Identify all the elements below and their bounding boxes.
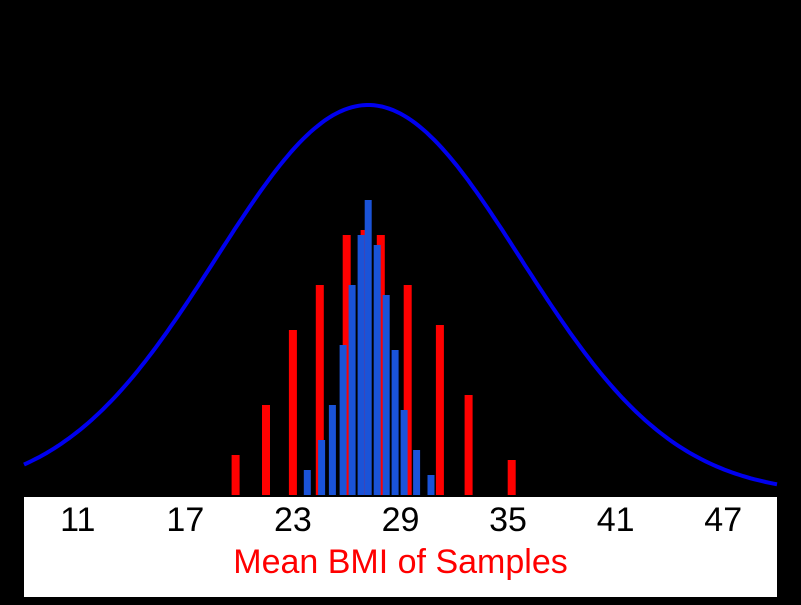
n10-bars-bar xyxy=(508,460,516,495)
n10-bars-bar xyxy=(436,325,444,495)
x-tick-label: 41 xyxy=(597,501,635,540)
sampling-distribution-chart: 11 17 23 29 35 41 47 Mean BMI of Samples xyxy=(0,0,801,605)
n50-bars-bar xyxy=(374,245,381,495)
population-curve xyxy=(24,105,777,484)
n10-bars-bar xyxy=(465,395,473,495)
x-tick-label: 35 xyxy=(489,501,527,540)
n50-bars-bar xyxy=(401,410,408,495)
n50-bars-bar xyxy=(383,295,390,495)
x-tick-label: 23 xyxy=(274,501,312,540)
x-tick-label: 11 xyxy=(60,501,95,540)
x-axis-strip: 11 17 23 29 35 41 47 Mean BMI of Samples xyxy=(24,497,777,597)
n10-bars-bar xyxy=(289,330,297,495)
n50-bars-bar xyxy=(365,200,372,495)
x-tick-labels: 11 17 23 29 35 41 47 xyxy=(24,497,777,547)
n50-bars-bar xyxy=(304,470,311,495)
n10-bars-bar xyxy=(232,455,240,495)
n50-bars-bar xyxy=(392,350,399,495)
x-tick-label: 29 xyxy=(382,501,420,540)
n50-bars-bar xyxy=(318,440,325,495)
n50-bars-bar xyxy=(428,475,435,495)
n50-bars-bar xyxy=(349,285,356,495)
n50-bars-bar xyxy=(329,405,336,495)
n10-bars-bar xyxy=(262,405,270,495)
x-tick-label: 47 xyxy=(704,501,742,540)
x-axis-title: Mean BMI of Samples xyxy=(233,543,567,582)
n50-bars-bar xyxy=(358,235,365,495)
n50-bars-bar xyxy=(340,345,347,495)
n50-bars-bar xyxy=(413,450,420,495)
x-tick-label: 17 xyxy=(166,501,204,540)
